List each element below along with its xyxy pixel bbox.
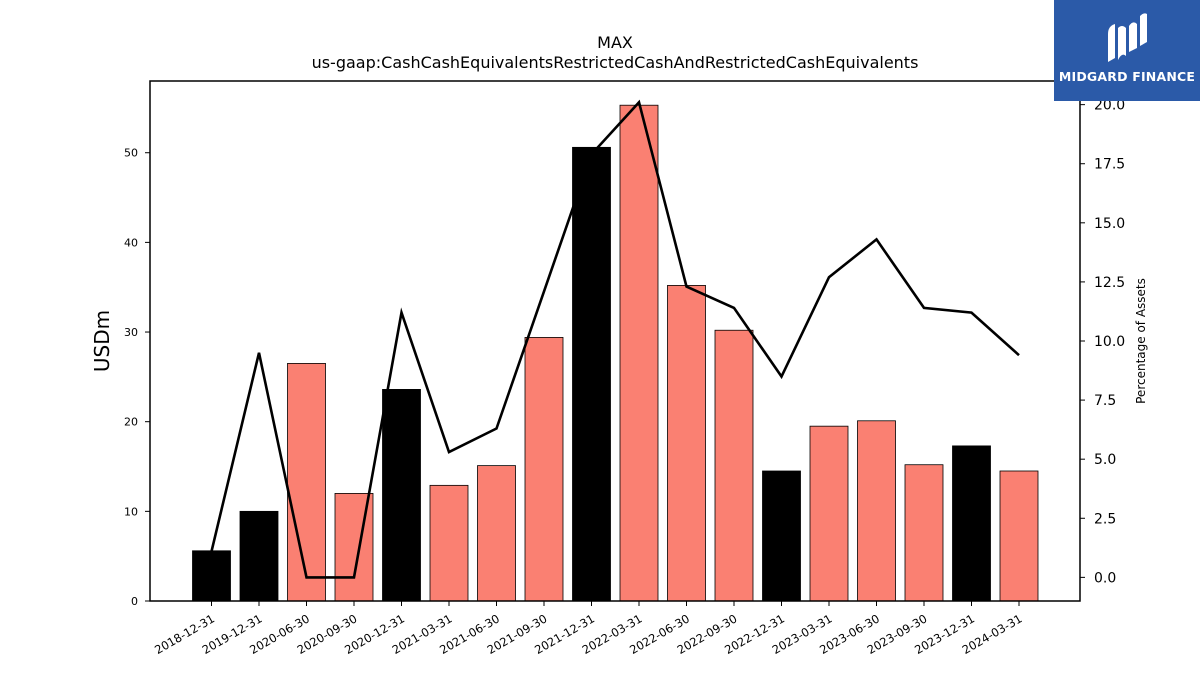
left-tick-label: 10 [124,505,138,518]
bars-layer [192,104,1039,602]
midgard-logo-icon [1108,13,1147,62]
bar-2021-09-30 [524,337,564,602]
bar-2021-12-31 [572,146,611,602]
right-tick-label: 20.0 [1094,98,1125,114]
right-tick-label: 2.5 [1094,511,1116,527]
left-axis-ticks: 0 10 20 30 40 50 [124,147,150,608]
right-tick-label: 10.0 [1094,334,1125,350]
bar-2018-12-31 [192,550,231,602]
right-tick-label: 7.5 [1094,393,1116,409]
bar-2023-09-30 [904,464,944,602]
right-tick-label: 17.5 [1094,157,1125,173]
left-tick-label: 20 [124,416,138,429]
bar-2023-03-31 [809,425,849,602]
chart-title: MAX [597,33,633,52]
bar-2023-06-30 [857,420,896,602]
bar-2022-12-31 [762,470,801,602]
right-tick-label: 12.5 [1094,275,1125,291]
bar-2020-06-30 [287,363,326,602]
bar-2022-06-30 [667,285,706,602]
left-tick-label: 30 [124,326,138,339]
left-tick-label: 50 [124,147,138,160]
left-tick-label: 0 [131,595,138,608]
bar-2022-03-31 [619,104,659,602]
bar-2019-12-31 [239,510,279,602]
bar-2023-12-31 [952,445,991,602]
bar-2021-06-30 [477,465,516,602]
right-axis-ticks: 0.0 2.5 5.0 7.5 10.0 12.5 15.0 17.5 20.0 [1080,98,1125,586]
y2-axis-label: Percentage of Assets [1134,278,1148,404]
right-tick-label: 0.0 [1094,570,1116,586]
left-tick-label: 40 [124,236,138,249]
bar-2024-03-31 [999,470,1039,602]
logo-text: MIDGARD FINANCE [1058,69,1196,84]
x-axis-ticks: 2018-12-312019-12-312020-06-302020-09-30… [152,601,1025,657]
bar-2022-09-30 [714,329,754,602]
right-tick-label: 15.0 [1094,216,1125,232]
right-tick-label: 5.0 [1094,452,1116,468]
bar-2020-12-31 [382,389,421,602]
percentage-of-assets-line [210,99,1020,579]
chart-subtitle: us-gaap:CashCashEquivalentsRestrictedCas… [312,53,919,72]
bar-2021-03-31 [429,484,469,602]
midgard-finance-logo: MIDGARD FINANCE [1054,0,1200,101]
y-axis-label: USDm [90,310,114,372]
